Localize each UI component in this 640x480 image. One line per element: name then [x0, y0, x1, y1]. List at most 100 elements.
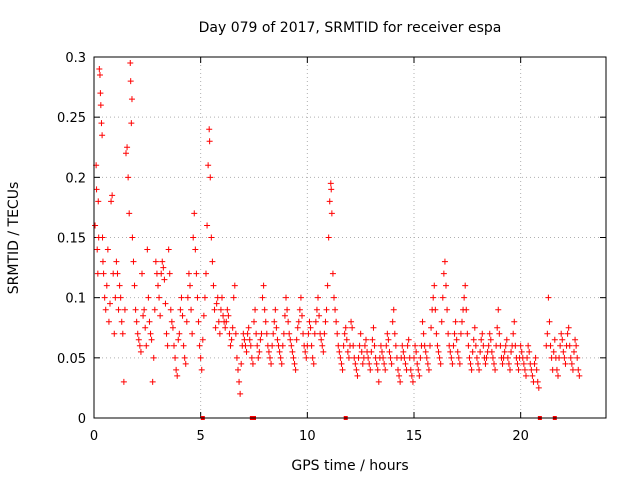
data-point: [487, 336, 494, 343]
data-point: [333, 318, 340, 325]
data-point: [258, 330, 265, 337]
data-point: [156, 294, 163, 301]
data-point: [427, 342, 433, 349]
data-point: [213, 300, 220, 307]
data-point: [97, 90, 104, 97]
x-tick-label: 5: [197, 429, 205, 444]
data-point: [201, 294, 208, 301]
data-point: [129, 234, 136, 241]
data-point: [225, 312, 232, 319]
data-point: [384, 330, 391, 337]
data-point: [165, 246, 172, 253]
data-point: [452, 318, 459, 325]
data-point: [311, 330, 318, 337]
data-point: [199, 336, 206, 343]
y-tick-label: 0.05: [57, 352, 86, 367]
data-point: [412, 342, 419, 349]
data-point: [434, 342, 441, 349]
data-point: [551, 336, 558, 343]
data-point: [405, 336, 412, 343]
data-point: [558, 330, 565, 337]
data-point: [411, 354, 417, 361]
data-point: [176, 330, 183, 337]
data-point: [357, 330, 364, 337]
data-point: [454, 348, 461, 355]
data-point: [194, 294, 201, 301]
data-point: [157, 312, 164, 319]
data-point: [113, 258, 120, 265]
data-point: [466, 354, 473, 361]
data-point: [561, 354, 568, 361]
data-point: [140, 312, 147, 319]
data-point: [431, 282, 438, 289]
data-point: [473, 354, 480, 361]
data-point: [322, 318, 329, 325]
data-point: [451, 330, 458, 337]
data-point: [131, 282, 138, 289]
data-point: [159, 258, 166, 265]
data-point: [470, 336, 477, 343]
data-point: [428, 324, 435, 331]
data-point: [220, 312, 227, 319]
y-tick-label: 0.15: [57, 232, 86, 247]
data-point: [135, 336, 142, 343]
data-point: [115, 306, 122, 313]
data-point: [436, 354, 443, 361]
data-point: [179, 312, 186, 319]
data-point: [449, 360, 456, 367]
data-point: [564, 330, 571, 337]
data-point: [328, 210, 335, 217]
data-point: [193, 270, 200, 277]
data-point: [544, 330, 551, 337]
data-point: [147, 330, 154, 337]
data-point: [472, 342, 479, 349]
data-point: [184, 294, 191, 301]
data-point: [350, 342, 357, 349]
data-point: [353, 366, 360, 373]
data-point: [273, 324, 280, 331]
data-point: [423, 354, 430, 361]
data-point: [556, 354, 563, 361]
data-point: [355, 354, 362, 361]
data-point: [288, 342, 295, 349]
data-point: [243, 348, 250, 355]
data-point: [354, 372, 361, 379]
data-point: [567, 354, 574, 361]
data-point: [401, 354, 408, 361]
data-point: [319, 342, 326, 349]
data-point: [196, 342, 203, 349]
x-tick-label: 10: [299, 429, 316, 444]
data-point: [190, 234, 197, 241]
data-point: [93, 186, 100, 193]
data-point: [334, 330, 341, 337]
data-point: [114, 270, 121, 277]
data-point: [494, 324, 501, 331]
data-point: [271, 318, 278, 325]
data-point: [352, 360, 359, 367]
data-point: [528, 366, 535, 373]
data-point: [523, 372, 529, 379]
data-point: [463, 306, 470, 313]
data-point: [397, 378, 404, 385]
data-point: [386, 348, 393, 355]
data-point: [433, 330, 440, 337]
data-point: [290, 354, 297, 361]
data-point: [462, 282, 469, 289]
data-point: [349, 324, 356, 331]
data-point: [485, 342, 492, 349]
data-point: [555, 372, 561, 379]
data-point: [370, 324, 377, 331]
data-point: [222, 324, 229, 331]
data-point: [162, 300, 169, 307]
data-point: [168, 318, 175, 325]
data-point: [107, 300, 113, 307]
data-point: [149, 378, 156, 385]
data-point: [203, 270, 209, 277]
data-point: [177, 306, 184, 313]
data-point: [152, 258, 159, 265]
data-point: [101, 294, 108, 301]
data-point: [531, 360, 538, 367]
data-point: [517, 342, 524, 349]
data-point: [233, 354, 240, 361]
